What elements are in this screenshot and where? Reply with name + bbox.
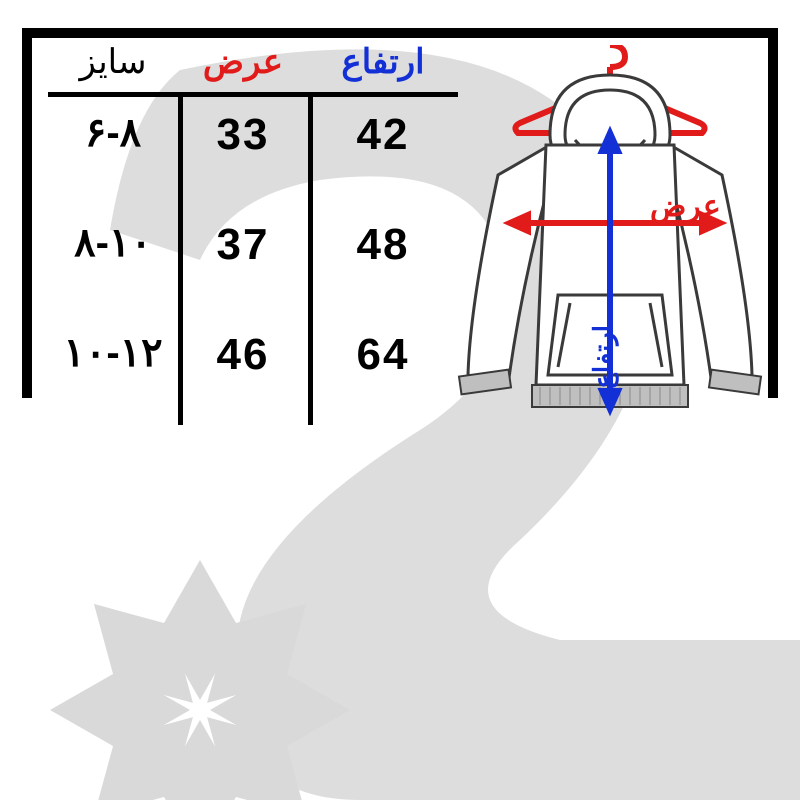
table-row: ۶-۸ 33 42 [48, 110, 458, 160]
cell-size: ۱۰-۱۲ [48, 330, 178, 380]
hoodie-diagram: عرض ارتفاع [450, 45, 770, 425]
cell-height: 64 [308, 330, 458, 380]
size-table-header: سایز عرض ارتفاع [48, 42, 458, 82]
table-row: ۸-۱۰ 37 48 [48, 220, 458, 270]
diagram-width-label: عرض [650, 189, 721, 224]
table-row: ۱۰-۱۲ 46 64 [48, 330, 458, 380]
cell-height: 42 [308, 110, 458, 160]
diagram-height-label: ارتفاع [588, 325, 619, 389]
cell-size: ۸-۱۰ [48, 220, 178, 270]
cell-size: ۶-۸ [48, 110, 178, 160]
col-size-label: سایز [48, 42, 178, 82]
cell-width: 46 [178, 330, 308, 380]
table-header-rule [48, 92, 458, 97]
cell-width: 33 [178, 110, 308, 160]
cell-height: 48 [308, 220, 458, 270]
size-table-rows: ۶-۸ 33 42 ۸-۱۰ 37 48 ۱۰-۱۲ 46 64 [48, 110, 458, 440]
cell-width: 37 [178, 220, 308, 270]
col-height-label: ارتفاع [308, 42, 458, 82]
col-width-label: عرض [178, 42, 308, 82]
